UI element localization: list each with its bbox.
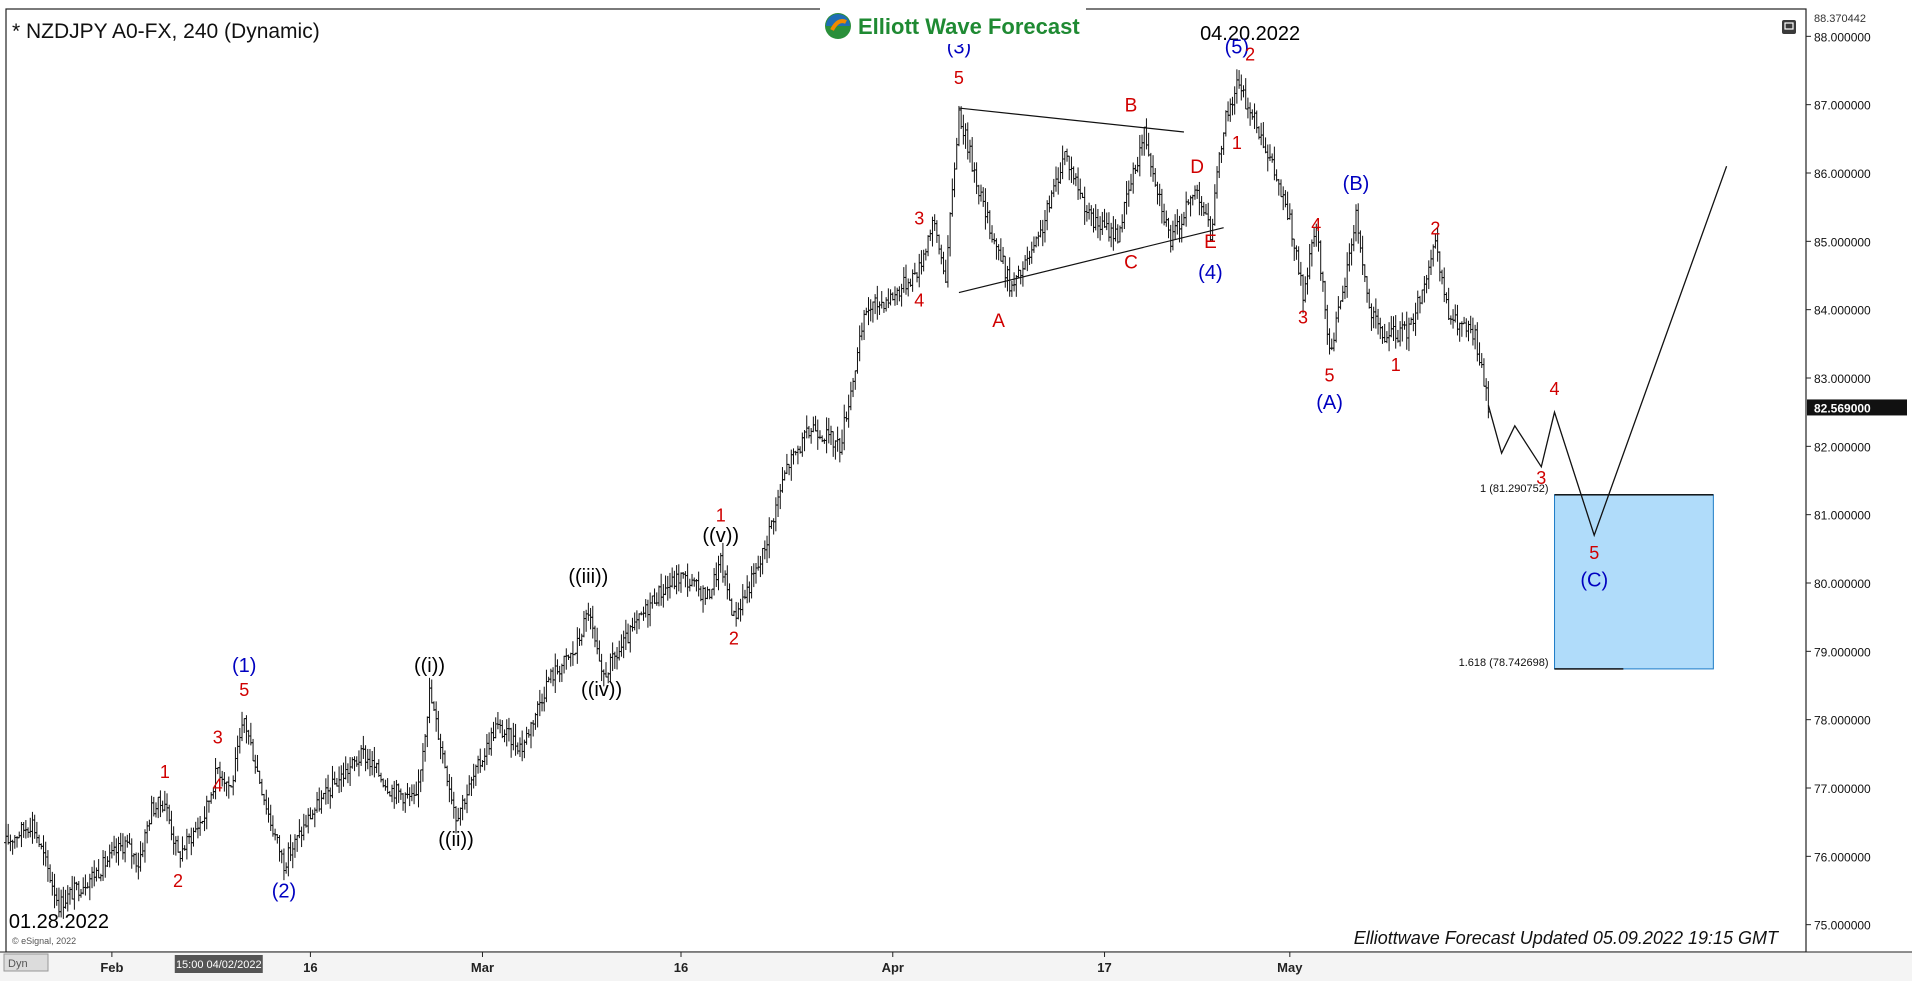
wave-label: 04.20.2022	[1200, 23, 1300, 45]
wave-label: ((i))	[414, 655, 445, 677]
price-tick-label: 77.000000	[1814, 782, 1871, 796]
price-tick-label: 80.000000	[1814, 577, 1871, 591]
wave-label: 4	[914, 290, 924, 310]
fib-label-bottom: 1.618 (78.742698)	[1459, 657, 1549, 669]
wave-label: 1	[716, 506, 726, 526]
last-price-marker	[1807, 399, 1907, 416]
time-axis: Feb 16 Mar 16 Apr 17 May 15:00 04/02/2022	[100, 952, 1303, 975]
maximize-button[interactable]	[1782, 20, 1796, 34]
wave-label: 2	[1430, 219, 1440, 239]
wave-label: (5)	[1225, 36, 1249, 58]
corner-label: Dyn	[8, 958, 28, 970]
price-tick-label: 81.000000	[1814, 509, 1871, 523]
price-tick-label: 82.000000	[1814, 440, 1871, 454]
wave-label: C	[1124, 253, 1138, 274]
window-icon	[1784, 22, 1794, 30]
wave-label: 3	[1536, 468, 1546, 488]
price-tick-label: 88.000000	[1814, 30, 1871, 44]
time-tick-label: 16	[303, 960, 317, 975]
price-tick-label: 79.000000	[1814, 645, 1871, 659]
corner-button[interactable]: Dyn	[3, 953, 49, 972]
target-zone-group: 1 (81.290752) 1.618 (78.742698)	[1459, 483, 1714, 670]
price-tick-label: 87.000000	[1814, 99, 1871, 113]
time-tick-label: 16	[674, 960, 688, 975]
wave-label: ((iii))	[568, 566, 608, 588]
wave-label: D	[1190, 157, 1204, 178]
last-price-label: 82.569000	[1814, 401, 1871, 415]
update-footer: Elliottwave Forecast Updated 05.09.2022 …	[1354, 928, 1780, 948]
fib-label-top: 1 (81.290752)	[1480, 483, 1549, 495]
time-axis-band	[0, 952, 1912, 981]
brand-name: Elliott Wave Forecast	[858, 14, 1080, 39]
price-tick-label: 78.000000	[1814, 714, 1871, 728]
time-tick-label: Feb	[100, 960, 123, 975]
price-tick-label: 86.000000	[1814, 167, 1871, 181]
wave-label: 1	[1391, 355, 1401, 375]
wave-label: 3	[914, 208, 924, 228]
cursor-time-label: 15:00 04/02/2022	[176, 959, 262, 971]
wave-label: 2	[729, 629, 739, 649]
wave-label: E	[1204, 232, 1217, 253]
price-top-label: 88.370442	[1814, 13, 1866, 25]
overlay-lines	[958, 107, 1728, 538]
price-axis: 75.000000 76.000000 77.000000 78.000000 79.0…	[1806, 13, 1907, 933]
price-tick-label: 76.000000	[1814, 850, 1871, 864]
time-tick-label: Apr	[882, 960, 904, 975]
price-tick-label: 83.000000	[1814, 372, 1871, 386]
brand-logo: Elliott Wave Forecast	[820, 8, 1086, 44]
wave-label: 4	[213, 775, 223, 795]
time-tick-label: Mar	[471, 960, 494, 975]
cursor-time-box	[174, 955, 263, 973]
wave-label: 5	[1589, 543, 1599, 563]
wave-label: (A)	[1316, 392, 1343, 414]
wave-label: A	[992, 311, 1005, 332]
wave-label: ((ii))	[438, 829, 474, 851]
wave-label: (2)	[272, 880, 296, 902]
triangle-lower-line	[958, 227, 1224, 294]
time-tick-label: 17	[1097, 960, 1111, 975]
copyright-label: © eSignal, 2022	[12, 936, 76, 946]
wave-label: (4)	[1198, 262, 1222, 284]
wave-label: 5	[239, 680, 249, 700]
wave-label: 1	[1232, 133, 1242, 153]
projection-path	[1487, 165, 1728, 538]
wave-label: (1)	[232, 655, 256, 677]
price-tick-label: 75.000000	[1814, 919, 1871, 933]
time-tick-label: May	[1277, 960, 1303, 975]
wave-label: 2	[1245, 44, 1255, 64]
wave-label: 01.28.2022	[9, 911, 109, 933]
wave-label: B	[1125, 96, 1138, 117]
chart-title: * NZDJPY A0-FX, 240 (Dynamic)	[12, 20, 320, 43]
wave-label: 2	[173, 871, 183, 891]
wave-label: (C)	[1580, 569, 1608, 591]
target-zone-box	[1554, 494, 1714, 670]
brand-background	[820, 8, 1086, 44]
triangle-upper-line	[958, 107, 1185, 133]
wave-label: (B)	[1343, 173, 1370, 195]
wave-label: 3	[213, 728, 223, 748]
wave-label: 5	[954, 68, 964, 88]
wave-label: ((v))	[702, 525, 739, 547]
wave-labels: 01.28.2022 04.20.2022 1 2 3 4 5 (1) (2) ((i)) ((ii…	[9, 23, 1608, 933]
ohlc-bars	[4, 69, 1491, 919]
wave-label: 4	[1550, 379, 1560, 399]
wave-label: 4	[1311, 215, 1321, 235]
price-tick-label: 84.000000	[1814, 304, 1871, 318]
wave-label: 3	[1298, 307, 1308, 327]
wave-label: 1	[160, 762, 170, 782]
wave-label: ((iv))	[581, 679, 622, 701]
wave-label: 5	[1325, 365, 1335, 385]
price-tick-label: 85.000000	[1814, 235, 1871, 249]
